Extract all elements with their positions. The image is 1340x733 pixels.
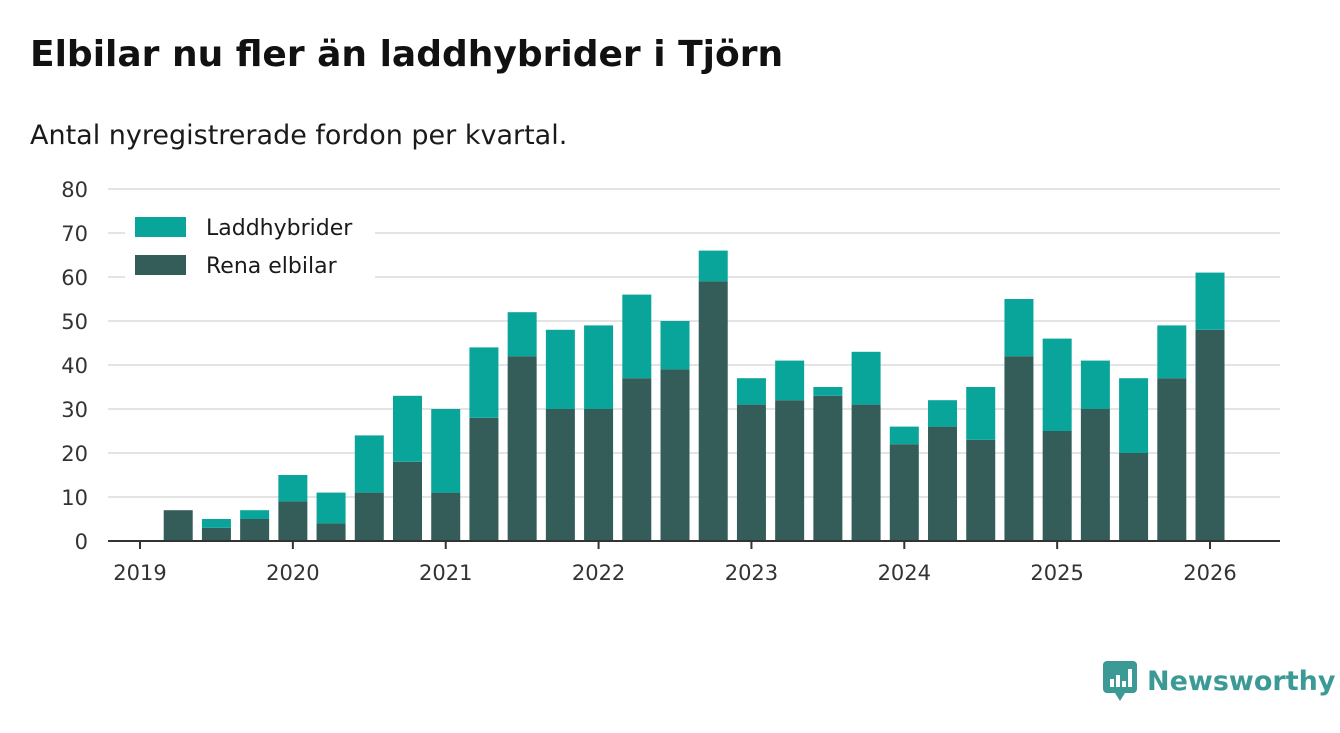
bar-rena-elbilar <box>1080 409 1110 541</box>
legend-swatch-rena-elbilar <box>135 255 186 275</box>
bar-laddhybrider <box>1195 272 1225 330</box>
chart-title: Elbilar nu fler än laddhybrider i Tjörn <box>30 34 784 75</box>
y-tick-label: 40 <box>61 354 88 378</box>
bar-rena-elbilar <box>660 369 690 541</box>
bar-laddhybrider <box>698 250 728 282</box>
bar-laddhybrider <box>584 325 614 409</box>
bar-laddhybrider <box>201 519 231 528</box>
chart-subtitle: Antal nyregistrerade fordon per kvartal. <box>30 120 568 151</box>
x-tick-label: 2020 <box>266 561 319 585</box>
bar-laddhybrider <box>736 378 766 405</box>
bar-rena-elbilar <box>278 501 308 541</box>
bar-rena-elbilar <box>1004 356 1034 541</box>
bar-rena-elbilar <box>201 527 231 541</box>
bar-rena-elbilar <box>240 519 270 541</box>
newsworthy-brand: Newsworthy <box>1103 661 1335 701</box>
bar-laddhybrider <box>775 360 805 401</box>
bar-laddhybrider <box>431 409 461 493</box>
y-tick-label: 80 <box>61 178 88 202</box>
bar-laddhybrider <box>545 329 575 409</box>
bar-laddhybrider <box>928 400 958 427</box>
bar-rena-elbilar <box>851 404 881 541</box>
legend-swatch-laddhybrider <box>135 217 186 237</box>
x-tick-label: 2022 <box>572 561 625 585</box>
newsworthy-logo-icon <box>1103 661 1137 701</box>
y-tick-label: 10 <box>61 486 88 510</box>
bar-laddhybrider <box>1157 325 1187 379</box>
bar-laddhybrider <box>354 435 384 493</box>
x-tick-label: 2021 <box>419 561 472 585</box>
x-tick-label: 2026 <box>1183 561 1236 585</box>
y-tick-label: 0 <box>75 530 88 554</box>
legend-label-rena-elbilar: Rena elbilar <box>206 254 338 279</box>
bar-laddhybrider <box>240 510 270 519</box>
bar-rena-elbilar <box>354 492 384 541</box>
bar-rena-elbilar <box>813 395 843 541</box>
bar-laddhybrider <box>469 347 499 418</box>
bar-rena-elbilar <box>316 523 346 541</box>
y-tick-label: 20 <box>61 442 88 466</box>
bar-rena-elbilar <box>545 409 575 541</box>
bar-rena-elbilar <box>736 404 766 541</box>
bar-laddhybrider <box>660 321 690 370</box>
bar-laddhybrider <box>966 387 996 440</box>
y-tick-label: 50 <box>61 310 88 334</box>
bar-rena-elbilar <box>1157 378 1187 541</box>
brand-name: Newsworthy <box>1147 665 1336 697</box>
bar-rena-elbilar <box>393 461 423 541</box>
bar-laddhybrider <box>1119 378 1149 453</box>
y-tick-label: 30 <box>61 398 88 422</box>
bar-laddhybrider <box>622 294 652 379</box>
bar-rena-elbilar <box>431 492 461 541</box>
bar-rena-elbilar <box>1119 453 1149 541</box>
bar-laddhybrider <box>507 312 537 357</box>
bar-rena-elbilar <box>698 281 728 541</box>
bar-rena-elbilar <box>622 378 652 541</box>
bar-rena-elbilar <box>507 356 537 541</box>
x-tick-label: 2023 <box>725 561 778 585</box>
legend-label-laddhybrider: Laddhybrider <box>206 216 353 241</box>
bar-laddhybrider <box>393 395 423 462</box>
bar-rena-elbilar <box>1195 329 1225 541</box>
x-tick-label: 2019 <box>113 561 166 585</box>
bar-rena-elbilar <box>1042 431 1072 541</box>
bar-laddhybrider <box>1004 299 1034 357</box>
bar-laddhybrider <box>851 351 881 405</box>
bar-laddhybrider <box>889 426 919 445</box>
bar-rena-elbilar <box>889 444 919 541</box>
bar-rena-elbilar <box>966 439 996 541</box>
bar-laddhybrider <box>1042 338 1072 431</box>
bar-laddhybrider <box>316 492 346 524</box>
bar-rena-elbilar <box>584 409 614 541</box>
bar-rena-elbilar <box>469 417 499 541</box>
bar-laddhybrider <box>813 387 843 396</box>
bar-rena-elbilar <box>775 400 805 541</box>
bar-rena-elbilar <box>928 426 958 541</box>
y-tick-label: 70 <box>61 222 88 246</box>
x-tick-label: 2024 <box>878 561 931 585</box>
bar-laddhybrider <box>278 475 308 502</box>
bar-rena-elbilar <box>163 510 193 541</box>
x-tick-label: 2025 <box>1030 561 1083 585</box>
y-tick-label: 60 <box>61 266 88 290</box>
bar-laddhybrider <box>1080 360 1110 409</box>
